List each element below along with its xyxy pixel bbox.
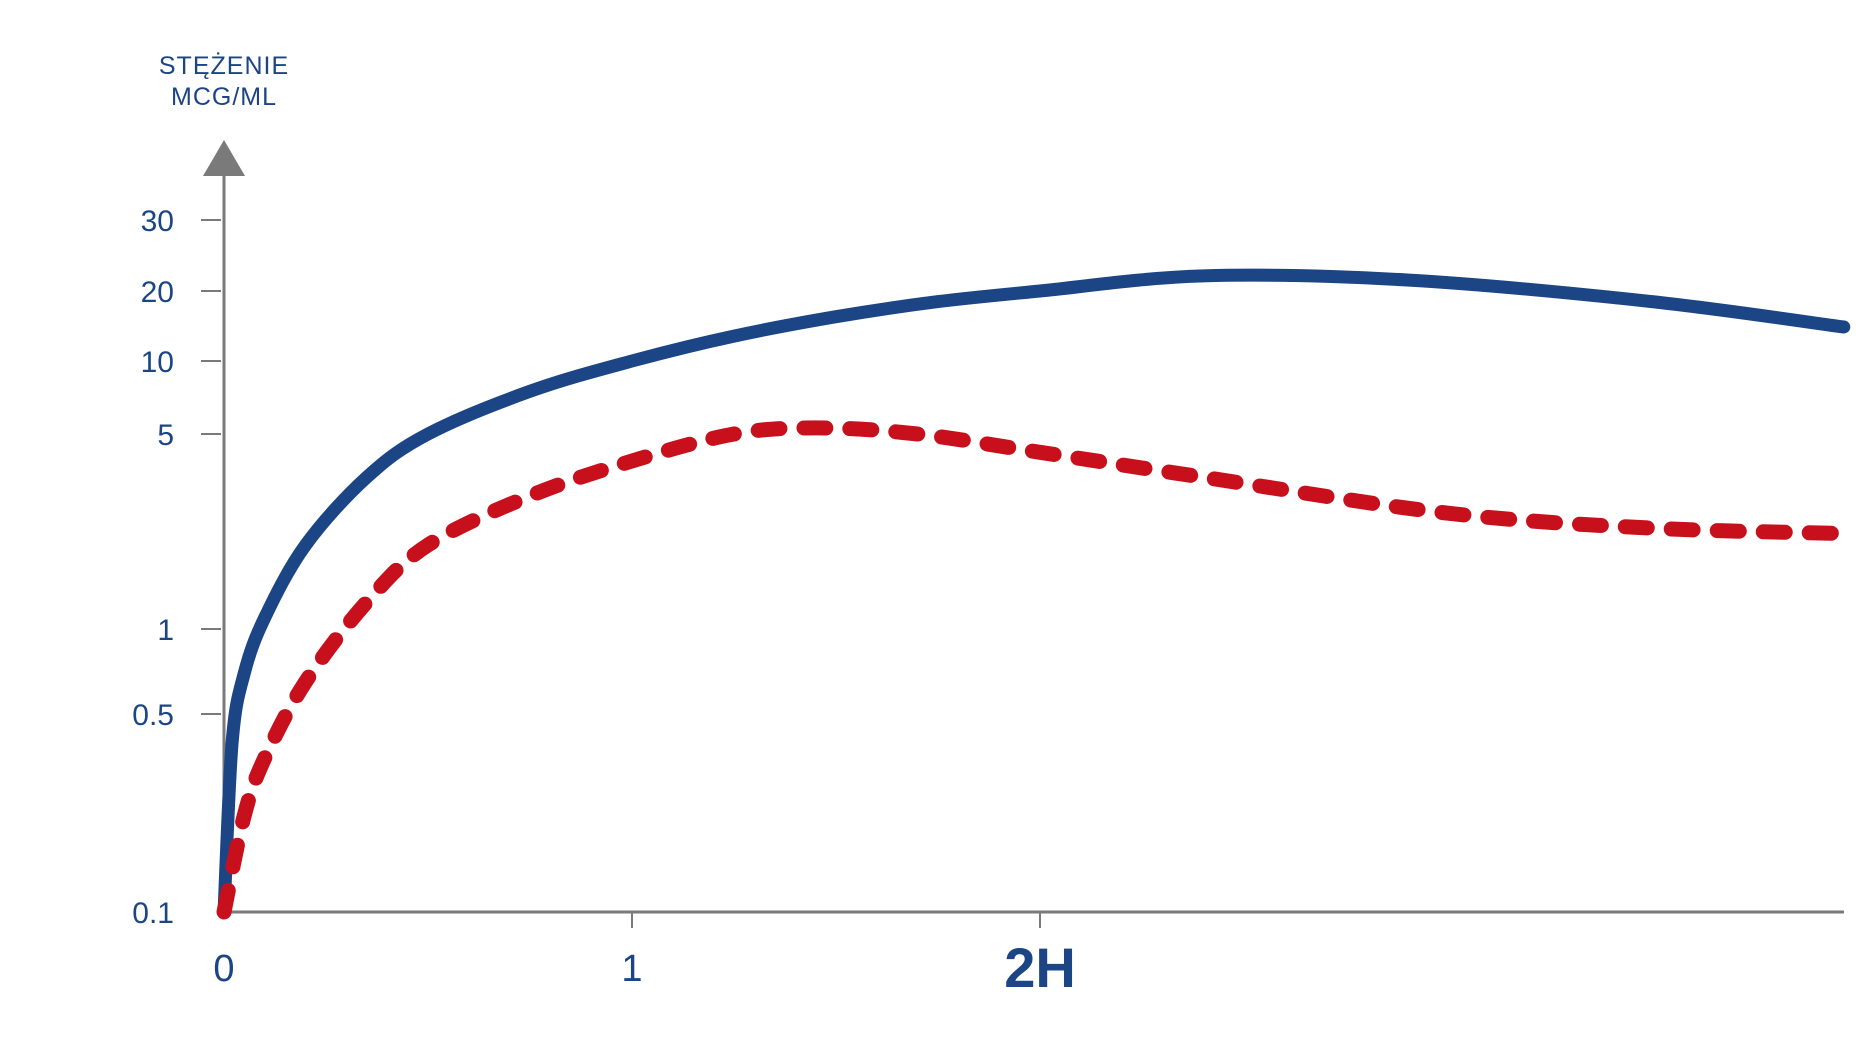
x-tick-label: 2H bbox=[1004, 936, 1076, 999]
series-line-dashed bbox=[216, 420, 1852, 920]
y-tick-label: 0.1 bbox=[132, 897, 174, 930]
y-tick-label: 30 bbox=[141, 205, 174, 238]
y-axis-arrow-icon bbox=[203, 140, 245, 176]
x-ticks: 0 1 2H bbox=[213, 912, 1076, 999]
y-tick-label: 10 bbox=[141, 346, 174, 379]
y-axis-title-line: MCG/ML bbox=[171, 83, 277, 111]
y-axis-title: STĘŻENIE MCG/ML bbox=[159, 51, 289, 111]
y-tick-label: 20 bbox=[141, 276, 174, 309]
x-tick-label: 1 bbox=[621, 948, 642, 990]
y-tick-label: 5 bbox=[157, 419, 174, 452]
y-tick-label: 0.5 bbox=[132, 699, 174, 732]
y-tick-label: 1 bbox=[157, 614, 174, 647]
y-ticks: 0.1 0.5 1 5 10 20 30 bbox=[132, 205, 221, 930]
x-tick-label: 0 bbox=[213, 948, 234, 990]
y-axis-title-line: STĘŻENIE bbox=[159, 51, 289, 80]
series-group bbox=[216, 268, 1852, 920]
series-line-solid bbox=[217, 268, 1851, 919]
